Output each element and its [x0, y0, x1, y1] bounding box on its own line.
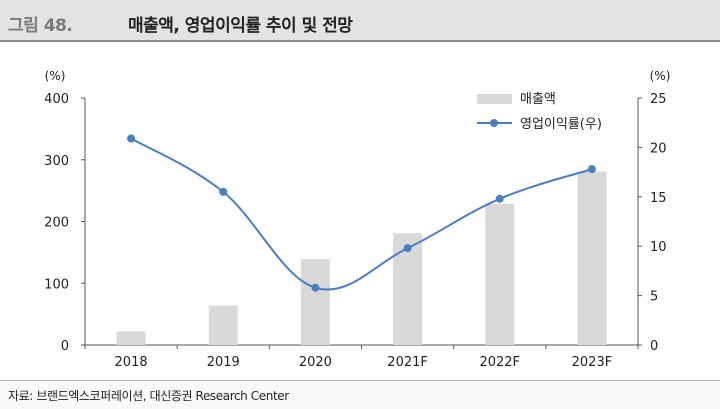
legend-bar-label: 매출액: [520, 92, 556, 107]
right-tick-label: 25: [650, 92, 667, 107]
bar-2023F: [577, 171, 607, 345]
x-tick-label: 2022F: [479, 355, 520, 370]
line-point-2022F: [495, 194, 504, 203]
left-tick-label: 400: [44, 92, 69, 107]
line-point-2019: [219, 187, 228, 196]
bar-2020: [300, 259, 330, 345]
left-tick-label: 0: [61, 339, 69, 354]
left-axis-unit: (%): [45, 69, 66, 83]
legend-line-marker: [490, 119, 498, 127]
line-point-2020: [311, 283, 320, 292]
right-tick-label: 10: [650, 240, 667, 255]
x-tick-label: 2020: [299, 355, 332, 370]
left-tick-label: 200: [44, 216, 69, 231]
x-tick-label: 2023F: [572, 355, 613, 370]
source-note: 자료: 브랜드엑스코퍼레이션, 대신증권 Research Center: [8, 389, 289, 403]
line-point-2018: [127, 134, 136, 143]
right-tick-label: 20: [650, 141, 667, 156]
x-tick-label: 2019: [207, 355, 240, 370]
legend-bar-swatch: [477, 94, 512, 104]
right-tick-label: 5: [650, 290, 658, 305]
left-tick-label: 300: [44, 154, 69, 169]
left-tick-label: 100: [44, 277, 69, 292]
combo-chart: 0 100 200 300 400 0 5 10 15 20 25 (%) (%) 2018 2019 202…: [44, 69, 671, 370]
x-tick-label: 2021F: [387, 355, 428, 370]
right-tick-label: 0: [650, 339, 658, 354]
figure-label: 그림 48.: [8, 16, 73, 36]
figure-title: 매출액, 영업이익률 추이 및 전망: [128, 16, 353, 36]
x-tick-label: 2018: [115, 355, 148, 370]
bar-2022F: [485, 203, 515, 345]
source-bar: 자료: 브랜드엑스코퍼레이션, 대신증권 Research Center: [0, 380, 720, 409]
operating-margin-line: [130, 137, 593, 291]
line-point-2023F: [587, 165, 596, 174]
right-tick-label: 15: [650, 191, 667, 206]
right-axis-unit: (%): [650, 69, 671, 83]
bar-2018: [116, 331, 146, 345]
legend-line-label: 영업이익률(우): [520, 117, 602, 132]
line-point-2021F: [403, 244, 412, 253]
figure-header: 그림 48. 매출액, 영업이익률 추이 및 전망: [0, 0, 720, 42]
bar-2019: [208, 305, 238, 345]
